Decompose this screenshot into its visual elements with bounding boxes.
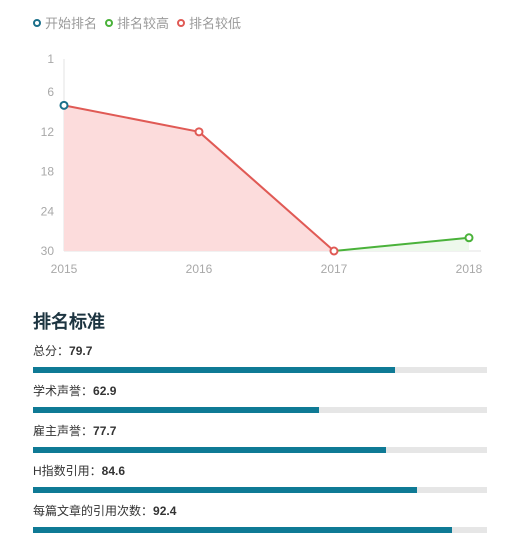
x-tick-label: 2015 bbox=[51, 262, 78, 276]
metric-value: 77.7 bbox=[93, 424, 117, 438]
metric-label: 雇主声誉： bbox=[33, 424, 94, 438]
y-tick-label: 6 bbox=[47, 85, 54, 99]
metric-label: 总分： bbox=[33, 344, 70, 358]
metric-label: H指数引用： bbox=[33, 464, 102, 478]
x-tick-label: 2016 bbox=[186, 262, 213, 276]
legend-marker-icon bbox=[33, 18, 41, 27]
y-tick-label: 12 bbox=[41, 125, 55, 139]
y-tick-label: 1 bbox=[47, 52, 54, 66]
metric-bar-fill bbox=[33, 367, 395, 373]
metric-bar-track bbox=[33, 487, 487, 493]
section-title: 排名标准 bbox=[33, 312, 105, 332]
metric-bar-track bbox=[33, 407, 487, 413]
legend-label: 排名较低 bbox=[189, 16, 242, 31]
metric-bar-fill bbox=[33, 487, 418, 493]
metric-bar-track bbox=[33, 527, 487, 533]
ranking-line-chart: 1 6 12 18 24 30 2015 2016 2017 2018 bbox=[41, 52, 483, 276]
legend-label: 开始排名 bbox=[45, 16, 98, 31]
metric-value: 62.9 bbox=[93, 384, 117, 398]
metric-bar-fill bbox=[33, 527, 453, 533]
series-line bbox=[333, 236, 470, 252]
y-tick-label: 24 bbox=[41, 204, 55, 218]
legend-item-higher-rank[interactable]: 排名较高 bbox=[105, 13, 169, 32]
series-area bbox=[64, 105, 334, 252]
metric-value: 92.4 bbox=[153, 504, 177, 518]
metric-bar-track bbox=[33, 447, 487, 453]
metric-bar-track bbox=[33, 367, 487, 373]
y-tick-label: 18 bbox=[41, 165, 55, 179]
data-point bbox=[329, 246, 339, 256]
legend-item-start-rank[interactable]: 开始排名 bbox=[33, 13, 97, 32]
y-tick-label: 30 bbox=[41, 244, 55, 258]
metric-value: 84.6 bbox=[101, 464, 126, 478]
metric-academic-reputation: 学术声誉：62.9 bbox=[33, 384, 487, 424]
data-point bbox=[194, 127, 204, 137]
data-point bbox=[464, 233, 474, 243]
chart-legend: 开始排名 排名较高 排名较低 bbox=[33, 13, 241, 32]
data-point bbox=[59, 100, 69, 110]
legend-marker-icon bbox=[105, 18, 114, 27]
legend-marker-icon bbox=[177, 18, 186, 27]
metric-label: 学术声誉： bbox=[33, 384, 94, 398]
metric-value: 79.7 bbox=[69, 344, 93, 358]
metric-h-index-citations: H指数引用：84.6 bbox=[33, 464, 487, 504]
ranking-criteria-list: 总分：79.7 学术声誉：62.9 雇主声誉：77.7 H指数引用：84.6 每… bbox=[33, 344, 487, 544]
metric-label: 每篇文章的引用次数： bbox=[33, 504, 154, 518]
metric-employer-reputation: 雇主声誉：77.7 bbox=[33, 424, 487, 464]
legend-item-lower-rank[interactable]: 排名较低 bbox=[177, 13, 241, 32]
x-tick-label: 2018 bbox=[456, 262, 483, 276]
x-tick-label: 2017 bbox=[321, 262, 348, 276]
metric-citations-per-paper: 每篇文章的引用次数：92.4 bbox=[33, 504, 487, 544]
metric-bar-fill bbox=[33, 407, 319, 413]
metric-total-score: 总分：79.7 bbox=[33, 344, 487, 384]
legend-label: 排名较高 bbox=[117, 16, 170, 31]
metric-bar-fill bbox=[33, 447, 386, 453]
